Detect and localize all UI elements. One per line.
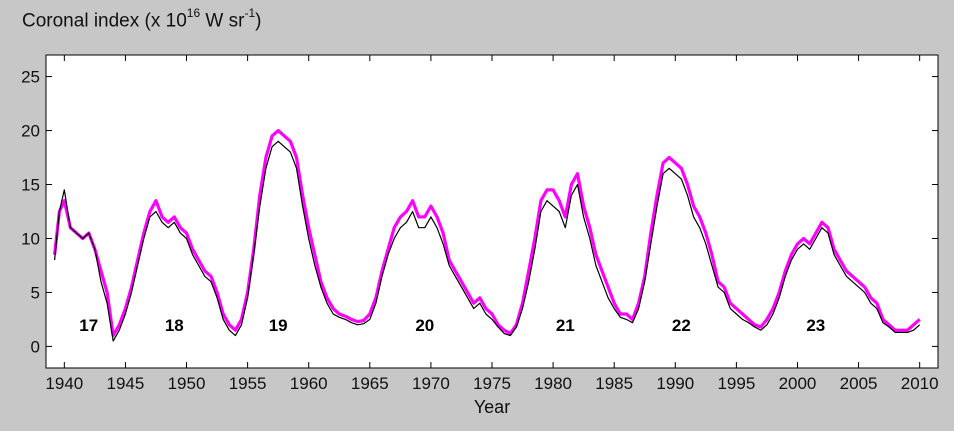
- x-tick-label: 2010: [901, 374, 939, 393]
- y-tick-label: 5: [31, 283, 40, 302]
- cycle-label: 22: [672, 316, 691, 335]
- title-exponent-1: 16: [186, 6, 201, 20]
- series-line-0: [53, 129, 921, 338]
- y-tick-label: 20: [21, 122, 40, 141]
- x-tick-label: 2005: [840, 374, 878, 393]
- cycle-label: 19: [269, 316, 288, 335]
- cycle-label: 23: [806, 316, 825, 335]
- x-tick-label: 1970: [412, 374, 450, 393]
- title-unit: W sr: [200, 10, 245, 32]
- y-tick-label: 25: [21, 68, 40, 87]
- series-layer: [53, 129, 921, 342]
- axis-layer: 1940 1945 1950 1955 1960 1965 1970 1975 1980 1985…: [21, 55, 939, 393]
- x-tick-label: 2000: [779, 374, 817, 393]
- y-tick-label: 0: [31, 337, 40, 356]
- cycle-label: 21: [556, 316, 575, 335]
- x-tick-label: 1960: [290, 374, 328, 393]
- cycle-label: 18: [165, 316, 184, 335]
- x-tick-label: 1945: [107, 374, 145, 393]
- cycle-label: 20: [415, 316, 434, 335]
- x-tick-label: 1940: [45, 374, 83, 393]
- title-prefix: Coronal index (x 10: [22, 10, 187, 32]
- x-tick-label: 1975: [473, 374, 511, 393]
- annotation-layer: 17 18 19 20 21 22 23: [79, 316, 825, 335]
- title-exponent-2: -1: [244, 6, 256, 20]
- x-tick-label: 1990: [656, 374, 694, 393]
- chart-title: Coronal index (x 1016 W sr-1): [22, 6, 262, 32]
- x-tick-label: 1995: [717, 374, 755, 393]
- x-tick-label: 1965: [351, 374, 389, 393]
- cycle-label: 17: [79, 316, 98, 335]
- title-suffix: ): [255, 10, 262, 32]
- x-tick-label: 1950: [168, 374, 206, 393]
- x-tick-label: 1985: [595, 374, 633, 393]
- x-tick-label: 1980: [534, 374, 572, 393]
- x-axis-label: Year: [474, 397, 510, 417]
- y-tick-label: 10: [21, 229, 40, 248]
- x-tick-label: 1955: [229, 374, 267, 393]
- series-line-1: [54, 140, 921, 342]
- y-tick-label: 15: [21, 176, 40, 195]
